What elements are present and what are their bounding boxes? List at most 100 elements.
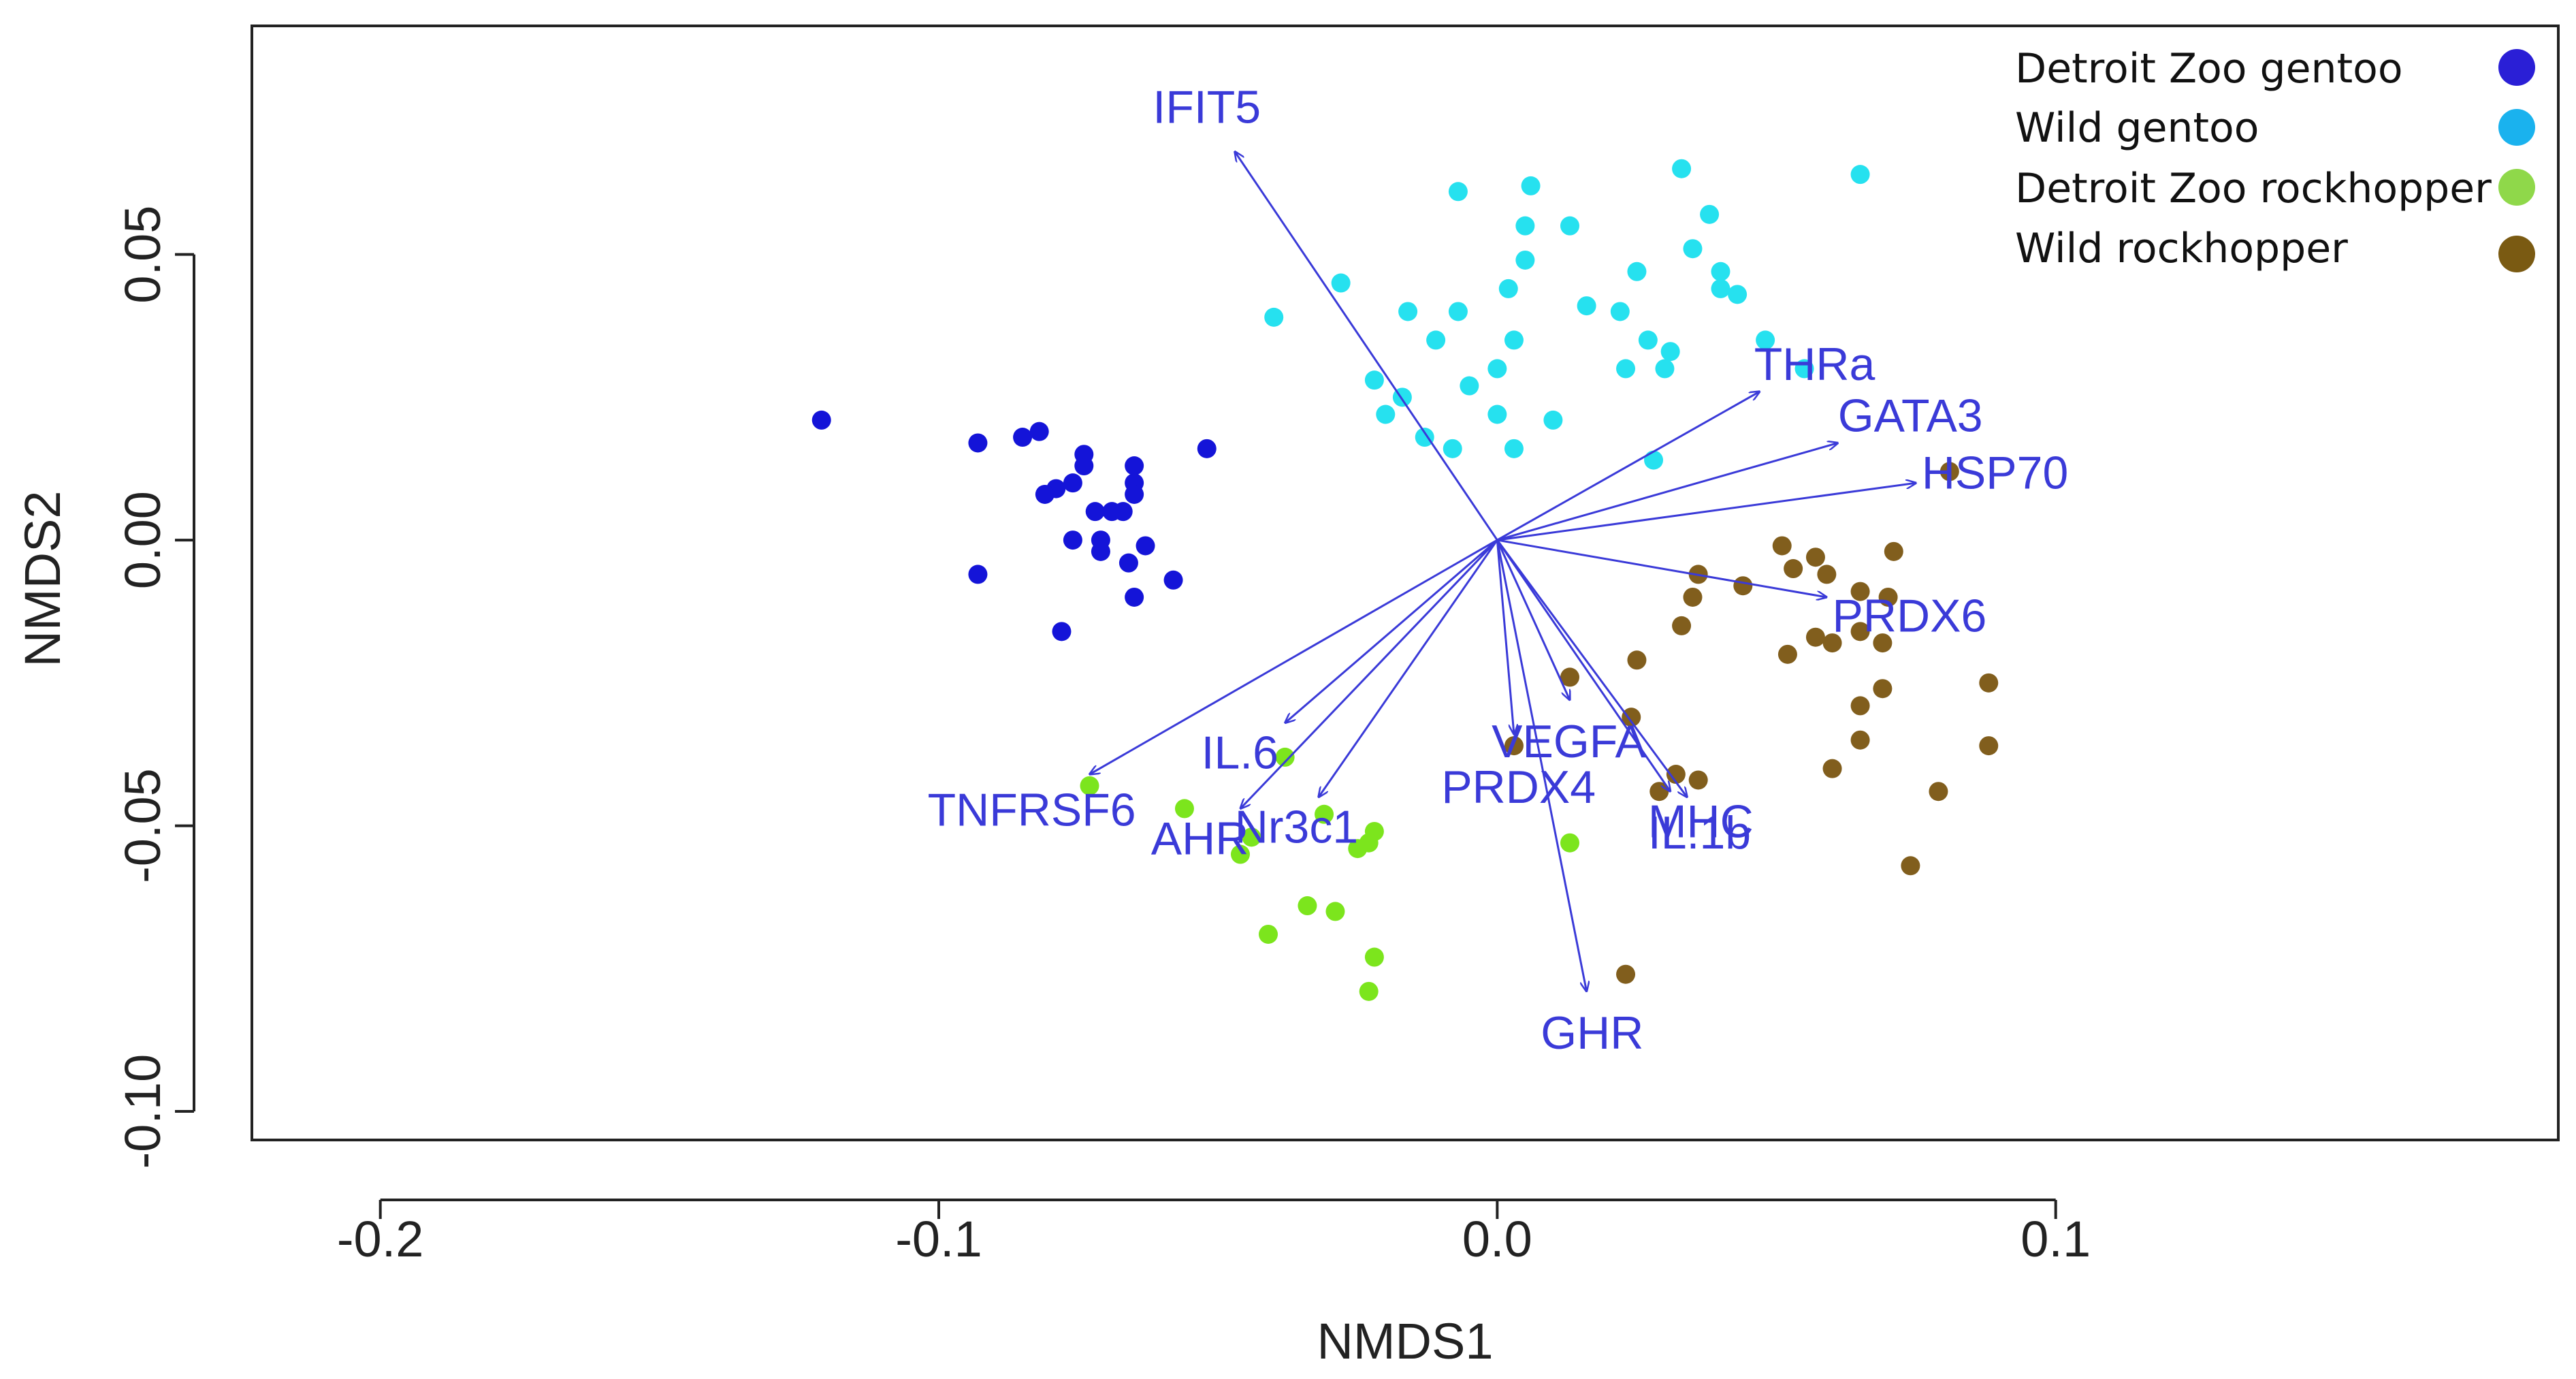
data-point (1398, 302, 1418, 321)
data-point (1850, 582, 1870, 601)
x-tick-label: 0.0 (1462, 1211, 1532, 1267)
data-point (1560, 833, 1579, 853)
data-point (1063, 530, 1082, 550)
data-point (1275, 747, 1295, 767)
x-tick-label: -0.2 (337, 1211, 424, 1267)
data-point (1460, 376, 1479, 396)
data-point (1113, 502, 1133, 522)
data-point (1359, 833, 1379, 853)
x-tick-label: -0.1 (895, 1211, 982, 1267)
y-tick-label: 0.00 (114, 491, 171, 589)
vector-label-gata3: GATA3 (1838, 390, 1983, 442)
y-tick-label: -0.10 (114, 1054, 171, 1169)
data-point (1817, 565, 1837, 584)
plot-area-frame (251, 25, 2560, 1141)
vector-label-ifit5: IFIT5 (1153, 82, 1261, 133)
vector-arrow-vegfa (1496, 539, 1570, 700)
legend-marker-detroit-zoo-rockhopper (2498, 169, 2535, 206)
data-point (1638, 330, 1658, 350)
data-point (1711, 279, 1730, 298)
vector-label-prdx6: PRDX6 (1833, 590, 1987, 641)
data-point (1655, 359, 1675, 379)
data-point (1929, 782, 1948, 802)
data-point (1264, 307, 1284, 327)
legend-label-detroit-zoo-rockhopper: Detroit Zoo rockhopper (2015, 165, 2492, 212)
data-point (1331, 273, 1351, 293)
vector-arrow-nr3c1 (1319, 539, 1498, 797)
data-point (1085, 502, 1105, 522)
data-point (1688, 770, 1708, 790)
series-detroit-zoo-rockhopper (1080, 747, 1579, 1001)
vector-label-thra: THRa (1754, 338, 1875, 390)
data-point (1035, 484, 1054, 504)
data-point (1315, 804, 1334, 824)
vector-arrow-thra (1496, 392, 1760, 541)
data-point (1504, 330, 1524, 350)
data-point (1884, 541, 1903, 561)
data-point (1136, 536, 1155, 556)
data-point (1376, 405, 1396, 424)
y-axis-title: NMDS2 (14, 490, 71, 667)
data-point (1298, 896, 1317, 916)
y-tick-label: 0.05 (114, 206, 171, 304)
data-point (1259, 924, 1278, 944)
data-point (1616, 359, 1636, 379)
data-point (1622, 708, 1641, 727)
x-tick-label: 0.1 (2020, 1211, 2091, 1267)
data-point (1672, 159, 1692, 178)
data-point (1091, 541, 1110, 561)
data-point (1850, 730, 1870, 750)
vector-arrow-gata3 (1496, 443, 1837, 541)
data-point (1627, 650, 1647, 670)
data-point (1683, 587, 1703, 607)
data-point (1063, 473, 1082, 493)
data-point (1231, 844, 1250, 864)
data-point (1080, 776, 1099, 795)
data-point (1560, 667, 1579, 687)
data-point (1711, 261, 1730, 281)
data-point (968, 565, 988, 584)
data-point (1610, 302, 1630, 321)
data-point (1666, 765, 1686, 784)
vector-label-nr3c1: Nr3c1 (1235, 802, 1358, 853)
data-point (968, 433, 988, 453)
vector-arrow-tnfrsf6 (1090, 539, 1498, 774)
data-point (1777, 644, 1797, 664)
y-tick-label: -0.05 (114, 768, 171, 883)
legend-label-wild-rockhopper: Wild rockhopper (2015, 225, 2348, 272)
vector-label-il-1b: IL.1b (1648, 807, 1751, 859)
data-point (1325, 902, 1345, 921)
vector-arrow-prdx4 (1496, 539, 1514, 734)
data-point (1805, 548, 1825, 567)
data-point (1074, 456, 1094, 476)
legend-marker-wild-gentoo (2498, 109, 2535, 146)
data-point (1125, 484, 1144, 504)
data-point (1052, 622, 1072, 641)
x-axis: -0.2 -0.1 0.0 0.1 (337, 1199, 2091, 1267)
data-point (1850, 165, 1870, 185)
series-detroit-zoo-gentoo (811, 410, 1217, 641)
data-point (1644, 450, 1664, 470)
data-point (1426, 330, 1446, 350)
data-point (1672, 616, 1692, 635)
data-point (1878, 587, 1898, 607)
data-point (1560, 216, 1579, 236)
y-axis: -0.10 -0.05 0.00 0.05 (114, 206, 195, 1169)
data-point (1794, 359, 1814, 379)
data-point (1029, 422, 1049, 441)
data-point (1415, 428, 1434, 447)
data-point (1901, 856, 1920, 876)
data-point (1448, 302, 1468, 321)
vector-label-prdx4: PRDX4 (1441, 761, 1596, 813)
data-point (1733, 576, 1753, 596)
series-wild-gentoo (1264, 159, 1870, 470)
data-point (1979, 736, 1999, 756)
data-point (1163, 570, 1183, 590)
data-point (1174, 799, 1194, 819)
data-point (1448, 182, 1468, 202)
data-point (1197, 439, 1217, 458)
legend-marker-wild-rockhopper (2498, 236, 2535, 272)
vector-label-tnfrsf6: TNFRSF6 (928, 784, 1136, 836)
data-point (1850, 622, 1870, 641)
